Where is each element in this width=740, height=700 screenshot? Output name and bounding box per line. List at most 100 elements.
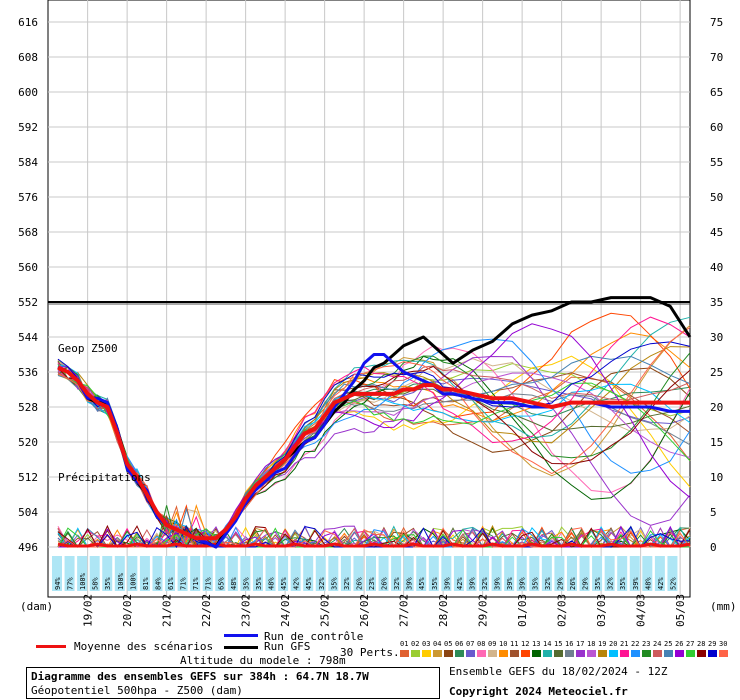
right-tick-label: 55: [710, 156, 723, 169]
precip-prob-label: 100%: [79, 572, 87, 590]
right-tick-label: 65: [710, 86, 723, 99]
precip-prob-cell: [240, 556, 251, 591]
precip-prob-label: 42%: [293, 577, 301, 590]
precip-prob-label: 32%: [318, 577, 326, 590]
precip-annotation: Précipitations: [58, 471, 151, 484]
geop-annotation: Geop Z500: [58, 342, 118, 355]
member-swatch: [576, 650, 585, 657]
precip-prob-cell: [290, 556, 301, 591]
member-id-label: 13: [532, 640, 541, 648]
run-info: Ensemble GEFS du 18/02/2024 - 12Z: [449, 665, 668, 678]
date-label: 28/02: [437, 594, 450, 627]
member-swatch: [664, 650, 673, 657]
precip-prob-cell: [127, 556, 138, 591]
precip-prob-label: 39%: [468, 577, 476, 590]
member-swatch: [510, 650, 519, 657]
member-id-label: 15: [554, 640, 563, 648]
precip-prob-label: 39%: [443, 577, 451, 590]
member-id-label: 10: [499, 640, 508, 648]
member-id-label: 02: [411, 640, 420, 648]
right-tick-label: 20: [710, 401, 723, 414]
precip-prob-cell: [165, 556, 176, 591]
left-tick-label: 616: [18, 16, 38, 29]
date-label: 04/03: [635, 594, 648, 627]
title-box: Diagramme des ensembles GEFS sur 384h : …: [26, 667, 440, 699]
precip-prob-label: 32%: [343, 577, 351, 590]
left-tick-label: 592: [18, 121, 38, 134]
precip-prob-cell: [529, 556, 540, 591]
date-label: 22/02: [200, 594, 213, 627]
member-swatch: [444, 650, 453, 657]
precip-prob-label: 39%: [494, 577, 502, 590]
left-tick-label: 568: [18, 226, 38, 239]
member-id-label: 20: [609, 640, 618, 648]
right-tick-label: 15: [710, 436, 723, 449]
precip-prob-cell: [391, 556, 402, 591]
precip-prob-label: 35%: [619, 577, 627, 590]
precip-prob-cell: [77, 556, 88, 591]
date-label: 27/02: [398, 594, 411, 627]
precip-prob-label: 26%: [381, 577, 389, 590]
precip-prob-label: 48%: [268, 577, 276, 590]
right-tick-label: 70: [710, 51, 723, 64]
member-id-label: 12: [521, 640, 530, 648]
date-label: 03/03: [595, 594, 608, 627]
precip-prob-cell: [566, 556, 577, 591]
left-tick-label: 584: [18, 156, 38, 169]
precip-prob-cell: [516, 556, 527, 591]
precip-prob-cell: [114, 556, 125, 591]
altitude-label: Altitude du modele : 798m: [180, 654, 346, 667]
right-tick-label: 75: [710, 16, 723, 29]
member-swatch: [609, 650, 618, 657]
precip-prob-cell: [315, 556, 326, 591]
precip-prob-cell: [416, 556, 427, 591]
precip-prob-label: 61%: [167, 577, 175, 590]
member-id-label: 19: [598, 640, 607, 648]
precip-prob-label: 77%: [67, 577, 75, 590]
precip-prob-cell: [340, 556, 351, 591]
precip-prob-label: 58%: [92, 577, 100, 590]
member-swatch: [598, 650, 607, 657]
member-swatch: [499, 650, 508, 657]
member-id-label: 16: [565, 640, 574, 648]
left-tick-label: 560: [18, 261, 38, 274]
right-tick-label: 35: [710, 296, 723, 309]
member-id-label: 04: [433, 640, 442, 648]
member-swatch: [642, 650, 651, 657]
precip-prob-label: 35%: [531, 577, 539, 590]
date-label: 26/02: [358, 594, 371, 627]
mean-legend-line: [36, 645, 66, 648]
left-tick-label: 496: [18, 541, 38, 554]
precipitation-traces: [57, 503, 691, 549]
precip-prob-label: 71%: [180, 577, 188, 590]
precip-prob-label: 100%: [117, 572, 125, 590]
member-swatch: [532, 650, 541, 657]
precip-prob-cell: [328, 556, 339, 591]
grid: [47, 0, 691, 598]
precip-prob-cell: [139, 556, 150, 591]
precip-prob-label: 39%: [632, 577, 640, 590]
right-tick-label: 10: [710, 471, 723, 484]
member-id-label: 30: [719, 640, 728, 648]
member-swatch: [708, 650, 717, 657]
member-swatch: [587, 650, 596, 657]
precip-prob-label: 32%: [393, 577, 401, 590]
precip-prob-cell: [303, 556, 314, 591]
precip-prob-cell: [215, 556, 226, 591]
right-tick-label: 50: [710, 191, 723, 204]
gfs-legend-label: Run GFS: [264, 640, 311, 653]
date-label: 23/02: [240, 594, 253, 627]
member-swatch: [521, 650, 530, 657]
precip-prob-label: 52%: [669, 577, 677, 590]
precip-prob-cell: [177, 556, 188, 591]
member-swatch: [554, 650, 563, 657]
member-id-label: 18: [587, 640, 596, 648]
precip-prob-label: 39%: [406, 577, 414, 590]
left-tick-label: 536: [18, 366, 38, 379]
member-id-label: 25: [664, 640, 673, 648]
precip-prob-label: 35%: [431, 577, 439, 590]
precip-prob-cell: [102, 556, 113, 591]
precip-prob-cell: [667, 556, 678, 591]
date-label: 25/02: [319, 594, 332, 627]
